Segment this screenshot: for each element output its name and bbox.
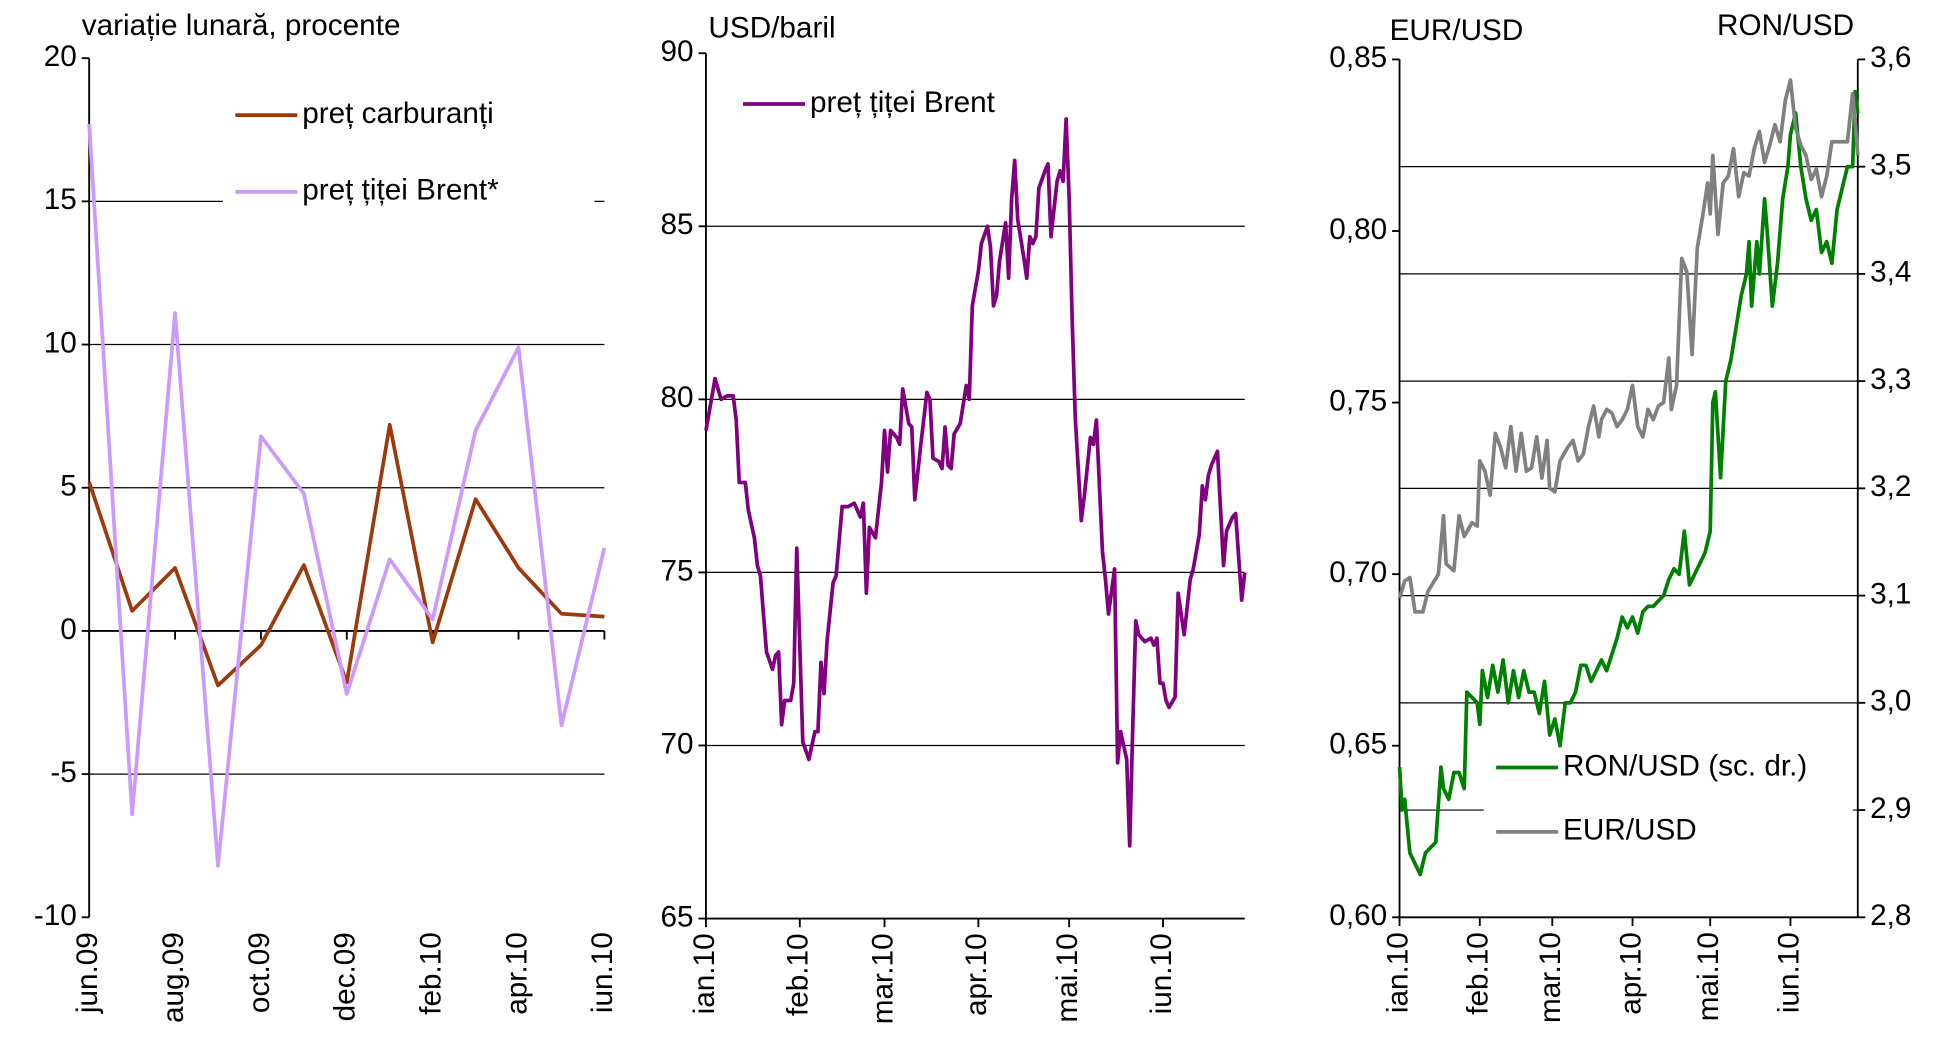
y-tick-label: 5 xyxy=(60,470,77,503)
y-tick-label: 0,60 xyxy=(1329,899,1387,932)
legend-box xyxy=(1483,736,1853,867)
y2-tick-label: 3,2 xyxy=(1870,470,1911,503)
series-line xyxy=(87,123,607,868)
y-tick-label: 0,80 xyxy=(1329,213,1387,246)
y2-tick-label: 2,8 xyxy=(1870,899,1911,932)
legend-label: preț carburanți xyxy=(302,97,494,130)
y-axis-label: EUR/USD xyxy=(1390,14,1524,47)
series-line xyxy=(704,117,1247,848)
legend-label: EUR/USD xyxy=(1563,814,1697,847)
y-tick-label: 70 xyxy=(661,727,694,760)
y2-axis-label: RON/USD xyxy=(1717,9,1854,42)
x-tick-label: feb.10 xyxy=(1462,932,1495,1015)
x-tick-label: mar.10 xyxy=(1534,932,1567,1023)
y-tick-label: -5 xyxy=(50,756,76,789)
x-tick-label: iun.10 xyxy=(1772,932,1805,1013)
y-axis-label: USD/baril xyxy=(708,12,835,45)
x-tick-label: apr.10 xyxy=(1614,932,1647,1015)
x-tick-label: ian.10 xyxy=(688,933,721,1014)
series-line xyxy=(87,422,605,688)
x-tick-label: mai.10 xyxy=(1051,933,1084,1022)
y-axis-label: variație lunară, procente xyxy=(82,9,401,42)
y-tick-label: 0,70 xyxy=(1329,556,1387,589)
x-tick-label: jun.09 xyxy=(71,932,104,1014)
y2-tick-label: 3,6 xyxy=(1870,41,1911,74)
x-tick-label: apr.10 xyxy=(500,932,533,1015)
y-tick-label: 80 xyxy=(661,381,694,414)
x-tick-label: ian.10 xyxy=(1381,932,1414,1013)
x-tick-label: mai.10 xyxy=(1692,932,1725,1021)
legend-label: preț țiței Brent xyxy=(810,86,996,119)
series-line xyxy=(1397,78,1860,614)
x-tick-label: feb.10 xyxy=(782,933,815,1016)
x-tick-label: mar.10 xyxy=(866,933,899,1024)
y-tick-label: 0,75 xyxy=(1329,384,1387,417)
x-tick-label: iun.10 xyxy=(586,932,619,1013)
x-tick-label: oct.09 xyxy=(243,932,276,1013)
x-tick-label: iun.10 xyxy=(1145,933,1178,1014)
y2-tick-label: 3,5 xyxy=(1870,149,1911,182)
legend-box xyxy=(222,76,595,236)
y-tick-label: 10 xyxy=(44,326,77,359)
y-tick-label: 0 xyxy=(60,613,77,646)
x-tick-label: aug.09 xyxy=(157,932,190,1023)
y-tick-label: 75 xyxy=(661,554,694,587)
y2-tick-label: 3,0 xyxy=(1870,685,1911,718)
y-tick-label: 85 xyxy=(661,208,694,241)
y-tick-label: 15 xyxy=(44,183,77,216)
x-tick-label: apr.10 xyxy=(960,933,993,1016)
y-tick-label: 65 xyxy=(661,900,694,933)
legend-label: RON/USD (sc. dr.) xyxy=(1563,749,1807,782)
x-tick-label: dec.09 xyxy=(329,932,362,1021)
y-tick-label: 90 xyxy=(661,35,694,68)
y-tick-label: -10 xyxy=(34,899,77,932)
series-line xyxy=(1397,89,1860,877)
y2-tick-label: 2,9 xyxy=(1870,792,1911,825)
y2-tick-label: 3,1 xyxy=(1870,577,1911,610)
y-tick-label: 0,85 xyxy=(1329,41,1387,74)
y2-tick-label: 3,3 xyxy=(1870,363,1911,396)
x-tick-label: feb.10 xyxy=(414,932,447,1015)
y2-tick-label: 3,4 xyxy=(1870,256,1911,289)
y-tick-label: 20 xyxy=(44,40,77,73)
legend-label: preț țiței Brent* xyxy=(302,174,499,207)
y-tick-label: 0,65 xyxy=(1329,728,1387,761)
